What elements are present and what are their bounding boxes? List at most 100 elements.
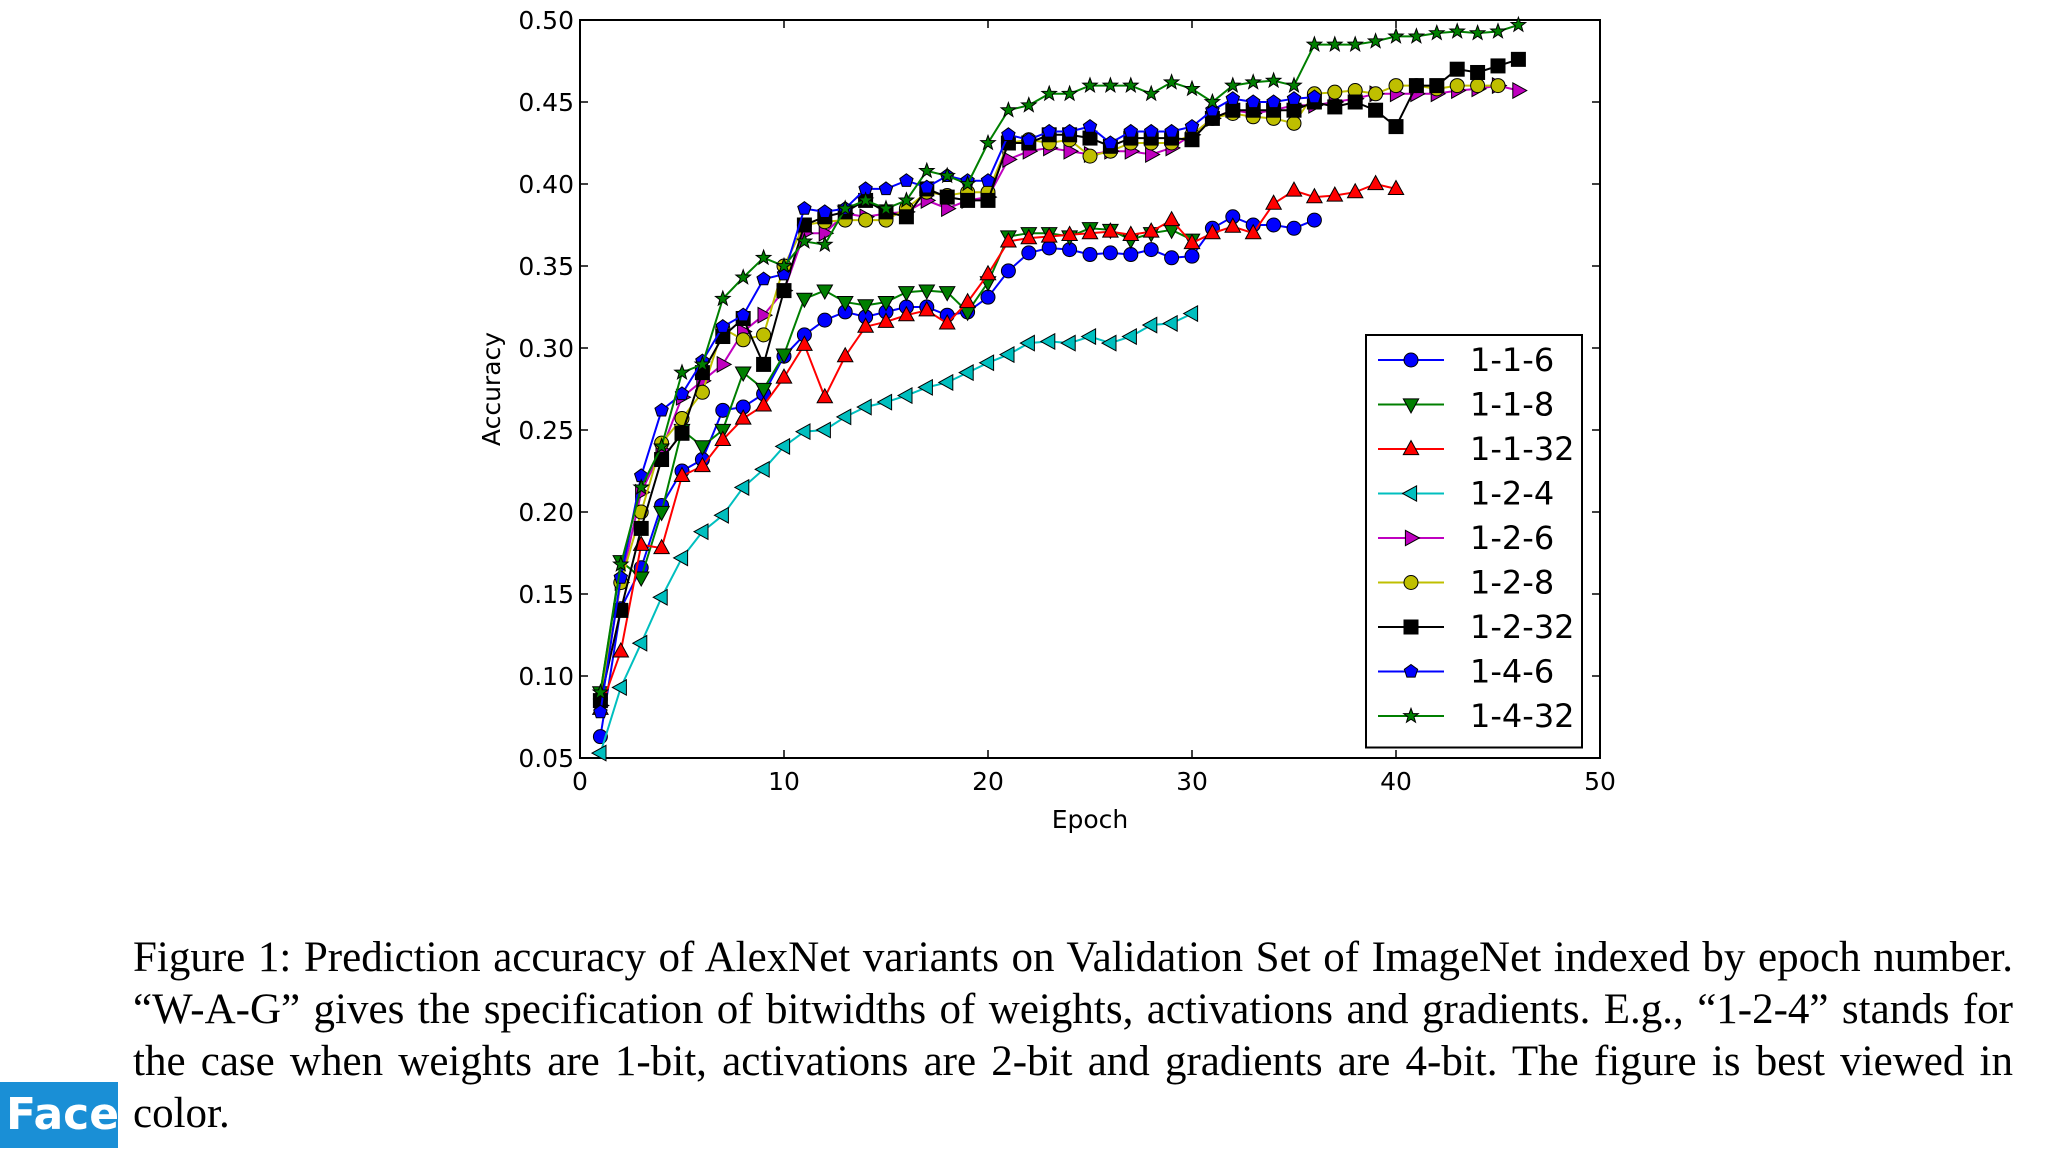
data-point	[713, 506, 729, 524]
logo-text: Face	[6, 1089, 120, 1140]
data-point	[1510, 51, 1526, 67]
data-point	[1266, 217, 1282, 233]
legend-entry: 1-1-8	[1378, 386, 1554, 424]
data-point	[1286, 115, 1302, 131]
legend-label: 1-1-6	[1470, 341, 1554, 379]
data-point	[774, 437, 791, 455]
data-point	[919, 179, 935, 194]
data-point	[632, 478, 650, 495]
data-point	[757, 306, 774, 324]
legend: 1-1-6 1-1-8 1-1-32 1-2-4 1-2-6 1-2-8 1-2-32 1-4…	[1365, 334, 1583, 749]
data-point	[1183, 79, 1201, 97]
data-point	[898, 209, 914, 225]
data-point	[938, 313, 956, 330]
data-point	[1101, 222, 1119, 238]
data-point	[917, 378, 933, 396]
data-point	[1305, 35, 1324, 53]
legend-entry: 1-2-8	[1378, 564, 1554, 602]
data-point	[937, 373, 954, 391]
data-point	[999, 101, 1018, 118]
data-point	[1367, 174, 1385, 191]
data-point	[1142, 84, 1160, 102]
data-point	[591, 683, 610, 700]
data-point	[1063, 142, 1080, 160]
data-point	[1245, 94, 1261, 109]
data-point	[896, 387, 913, 405]
data-point	[735, 332, 751, 348]
data-point	[1162, 73, 1181, 90]
data-point	[1368, 86, 1384, 102]
data-point	[1145, 145, 1161, 164]
data-point	[1448, 22, 1466, 39]
legend-label: 1-2-6	[1470, 519, 1554, 557]
data-point	[693, 440, 711, 456]
x-tick-label: 50	[1584, 767, 1616, 796]
data-point	[818, 224, 835, 242]
data-point	[878, 181, 894, 196]
data-point	[941, 200, 957, 218]
data-point	[1143, 242, 1159, 258]
data-point	[693, 456, 711, 473]
data-point	[1123, 247, 1139, 263]
data-point	[1081, 76, 1099, 94]
legend-entry: 1-2-32	[1378, 608, 1575, 646]
logo-sup: +	[119, 1084, 138, 1109]
legend-marker	[1402, 706, 1420, 724]
y-tick-label: 0.30	[518, 334, 574, 363]
data-point	[734, 268, 752, 285]
data-point	[756, 327, 772, 343]
accuracy-line-chart: 0 10 20 30 40 50 0.05 0.10 0.15 0.20 0.25 0.30 0.35 0…	[477, 6, 1616, 834]
legend-marker	[1403, 575, 1419, 590]
data-point	[1020, 96, 1038, 113]
data-point	[1244, 223, 1262, 240]
data-point	[611, 678, 627, 697]
legend-marker	[1403, 619, 1419, 635]
data-point	[734, 366, 752, 383]
data-point	[1388, 78, 1404, 94]
y-tick-label: 0.25	[518, 416, 574, 445]
data-point	[959, 292, 977, 309]
data-point	[652, 437, 671, 454]
data-point	[938, 286, 956, 302]
series-line	[599, 23, 1519, 693]
series-1-1-32	[591, 174, 1405, 715]
data-point	[672, 549, 689, 567]
data-point	[733, 478, 750, 496]
data-point	[857, 299, 875, 315]
data-point	[631, 634, 648, 652]
data-point	[775, 256, 793, 274]
data-point	[1040, 84, 1058, 102]
data-point	[918, 284, 936, 301]
series-1-4-32	[591, 15, 1528, 700]
data-point	[1387, 179, 1405, 196]
data-point	[1449, 78, 1465, 94]
legend-marker	[1403, 663, 1419, 678]
data-point	[794, 423, 811, 441]
data-point	[633, 520, 649, 536]
data-point	[1122, 76, 1140, 94]
data-point	[1266, 94, 1281, 109]
data-point	[1327, 99, 1343, 115]
x-tick-label: 30	[1176, 767, 1208, 796]
data-point	[1428, 23, 1446, 41]
data-point	[1182, 305, 1199, 323]
data-point	[1041, 240, 1057, 256]
legend-label: 1-4-32	[1470, 697, 1575, 735]
legend-entry: 1-2-4	[1378, 475, 1554, 513]
data-point	[1225, 91, 1241, 105]
y-tick-label: 0.05	[518, 744, 574, 773]
data-point	[1082, 148, 1098, 164]
face-plus-logo: Face+	[0, 1082, 138, 1148]
data-point	[593, 704, 608, 719]
data-point	[1388, 119, 1404, 135]
data-point	[795, 292, 813, 309]
x-axis-title: Epoch	[1052, 805, 1129, 834]
data-point	[1060, 84, 1079, 102]
data-point	[1449, 61, 1465, 77]
data-point	[755, 382, 773, 399]
data-point	[756, 356, 772, 372]
data-point	[775, 368, 793, 384]
data-point	[836, 295, 854, 312]
legend-label: 1-2-8	[1470, 564, 1554, 602]
data-point	[590, 744, 607, 762]
